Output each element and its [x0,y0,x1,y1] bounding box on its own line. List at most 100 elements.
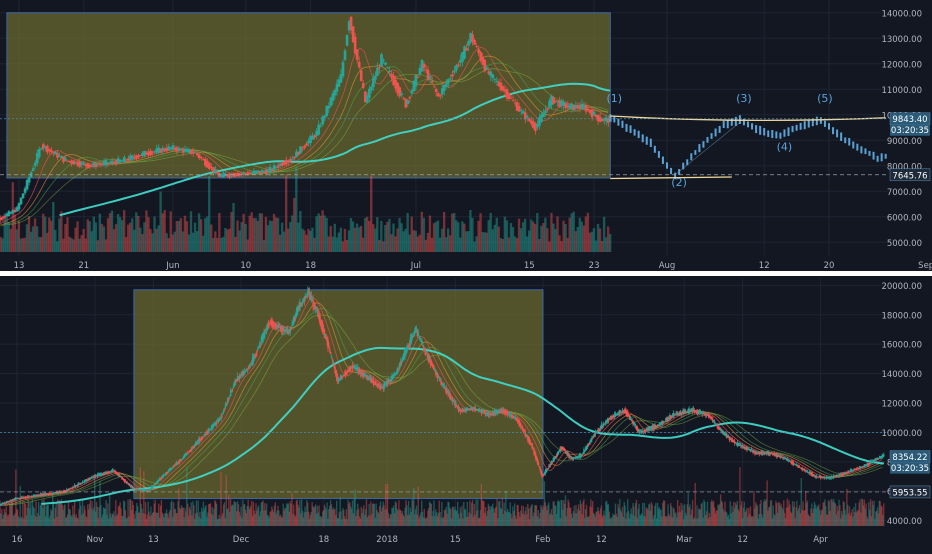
candle-body [301,149,304,150]
volume-bar [166,233,168,252]
volume-bar [883,503,884,526]
volume-bar [394,236,396,252]
volume-bar [326,218,328,252]
candle-body [465,48,468,50]
volume-bar [176,221,178,252]
volume-bar [66,217,68,252]
volume-bar [4,214,6,252]
candle-body [388,71,391,72]
volume-bar [595,240,597,252]
candle-body [512,100,515,101]
volume-bar [471,218,473,252]
volume-bar [263,240,265,252]
volume-bar [404,229,406,252]
candle-body [483,60,486,71]
volume-bar [172,235,174,252]
candle-body [319,126,322,127]
volume-bar [133,230,135,252]
volume-bar [583,226,585,252]
volume-bar [194,223,196,252]
volume-bar [564,224,566,252]
candle-body [435,89,438,92]
volume-bar [496,218,498,252]
volume-bar [311,228,313,252]
volume-bar [457,222,459,252]
price-tick-label: 14000.00 [881,370,922,380]
volume-bar [60,211,62,252]
volume-bar [380,221,382,252]
volume-bar [437,221,439,252]
volume-bar [220,238,222,252]
volume-bar [182,231,184,252]
volume-bar [305,235,307,252]
volume-bar [587,213,589,252]
volume-bar [374,228,376,252]
volume-bar [30,232,32,252]
volume-bar [265,217,267,252]
candle-body [445,83,448,86]
chart-pane-1: (1)(2)(3)(4)(5)5000.006000.007000.008000… [0,0,932,271]
volume-bar [575,231,577,252]
candle-body [228,174,231,178]
candle-body [453,71,456,73]
volume-bar [514,236,516,252]
volume-bar [83,229,85,252]
volume-bar [336,237,338,252]
volume-bar [323,215,325,252]
time-tick-label: Aug [659,261,676,271]
volume-bar [155,229,157,252]
volume-bar [236,220,238,252]
price-tick-label: 12000.00 [881,60,922,70]
volume-bar [540,226,542,252]
volume-bar [534,224,536,252]
volume-bar [431,238,433,252]
candle-body [431,81,434,83]
volume-bar [135,212,137,252]
volume-bar [558,235,560,252]
volume-bar [605,237,607,252]
volume-bar [390,234,392,252]
volume-bar [562,221,564,252]
volume-bar [348,230,350,252]
volume-bar [415,231,417,252]
candle-body [329,349,331,351]
volume-bar [224,228,226,252]
volume-bar [384,225,386,252]
volume-bar [269,220,271,252]
volume-bar [477,221,479,252]
volume-bar [202,236,204,252]
candle-body [439,95,442,96]
volume-bar [190,211,192,252]
volume-bar [289,222,291,252]
candle-body [485,67,488,69]
candle-body [358,62,361,68]
volume-bar [78,239,80,252]
volume-bar [332,237,334,252]
volume-bar [303,230,305,252]
time-tick-label: 16 [12,535,23,545]
volume-bar [571,213,573,252]
volume-bar [285,175,287,252]
volume-bar [48,218,50,252]
volume-bar [566,238,568,252]
volume-bar [372,224,374,252]
volume-bar [548,241,550,252]
volume-bar [85,239,87,252]
candle-body [303,146,306,148]
price-tick-label: 5000.00 [887,239,922,249]
volume-bar [58,218,60,252]
volume-bar [54,230,56,252]
volume-bar [516,238,518,252]
volume-bar [597,224,599,252]
volume-bar [427,233,429,252]
volume-bar [554,229,556,252]
volume-bar [168,238,170,252]
volume-bar [455,220,457,252]
volume-bar [178,221,180,252]
volume-bar [447,228,449,252]
volume-bar [481,232,483,252]
volume-bar [370,176,372,252]
time-tick-label: Jun [165,261,179,271]
volume-bar [469,210,471,252]
volume-bar [573,212,575,252]
